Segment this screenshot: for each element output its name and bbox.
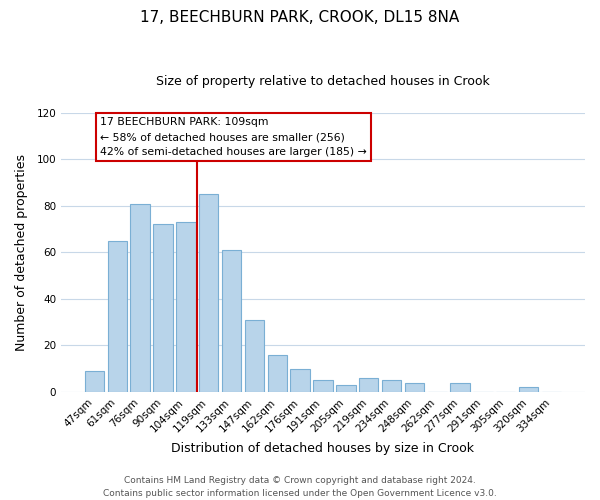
Bar xyxy=(199,194,218,392)
Bar xyxy=(222,250,241,392)
Bar xyxy=(154,224,173,392)
Bar xyxy=(404,382,424,392)
Bar xyxy=(336,385,356,392)
X-axis label: Distribution of detached houses by size in Crook: Distribution of detached houses by size … xyxy=(172,442,475,455)
Bar xyxy=(107,240,127,392)
Bar xyxy=(245,320,264,392)
Text: Contains HM Land Registry data © Crown copyright and database right 2024.
Contai: Contains HM Land Registry data © Crown c… xyxy=(103,476,497,498)
Text: 17 BEECHBURN PARK: 109sqm
← 58% of detached houses are smaller (256)
42% of semi: 17 BEECHBURN PARK: 109sqm ← 58% of detac… xyxy=(100,118,367,157)
Bar xyxy=(382,380,401,392)
Bar xyxy=(451,382,470,392)
Bar xyxy=(176,222,196,392)
Bar xyxy=(313,380,332,392)
Text: 17, BEECHBURN PARK, CROOK, DL15 8NA: 17, BEECHBURN PARK, CROOK, DL15 8NA xyxy=(140,10,460,25)
Title: Size of property relative to detached houses in Crook: Size of property relative to detached ho… xyxy=(156,75,490,88)
Y-axis label: Number of detached properties: Number of detached properties xyxy=(15,154,28,351)
Bar xyxy=(359,378,379,392)
Bar xyxy=(290,368,310,392)
Bar xyxy=(85,371,104,392)
Bar xyxy=(130,204,150,392)
Bar xyxy=(519,388,538,392)
Bar xyxy=(268,354,287,392)
